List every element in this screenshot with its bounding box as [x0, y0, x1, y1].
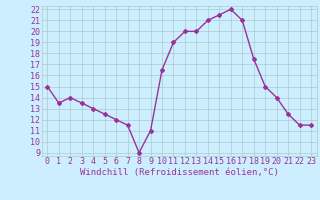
X-axis label: Windchill (Refroidissement éolien,°C): Windchill (Refroidissement éolien,°C) [80, 168, 279, 177]
